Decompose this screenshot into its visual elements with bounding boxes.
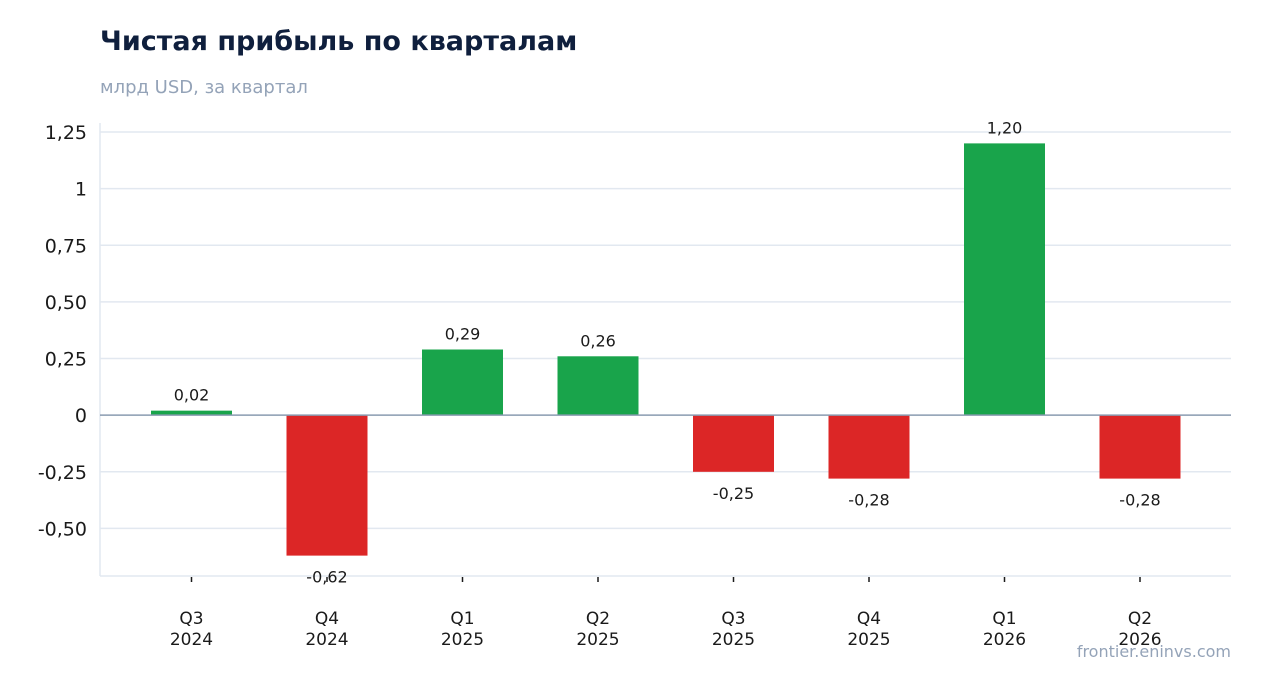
x-tick-label: Q1 — [450, 609, 474, 629]
x-tick-label: Q3 — [721, 609, 745, 629]
bar — [557, 356, 639, 416]
x-tick-label: Q4 — [857, 609, 881, 629]
y-tick-label: 0 — [75, 405, 87, 427]
chart-title: Чистая прибыль по кварталам — [100, 26, 578, 57]
x-tick-label: 2024 — [170, 630, 213, 650]
data-label: 0,02 — [174, 386, 210, 405]
x-tick-label: 2025 — [441, 630, 484, 650]
x-tick-label: 2026 — [983, 630, 1026, 650]
data-label: 0,26 — [580, 331, 616, 350]
y-tick-label: 1,25 — [45, 122, 87, 144]
bar — [422, 349, 503, 416]
x-tick-label: Q2 — [1128, 609, 1152, 629]
source-credit: frontier.eninvs.com — [1076, 642, 1231, 661]
x-tick-label: Q2 — [586, 609, 610, 629]
data-label: -0,28 — [848, 491, 889, 510]
x-tick-label: Q3 — [179, 609, 203, 629]
y-tick-label: 0,25 — [45, 349, 87, 371]
x-tick-label: 2024 — [305, 630, 348, 650]
y-tick-label: -0,25 — [38, 462, 87, 484]
y-tick-label: -0,50 — [38, 518, 87, 540]
chart-subtitle: млрд USD, за квартал — [100, 77, 308, 98]
data-label: 1,20 — [987, 118, 1023, 137]
x-tick-label: 2025 — [576, 630, 619, 650]
bar — [1099, 415, 1181, 479]
data-label: 0,29 — [445, 325, 481, 344]
y-tick-label: 0,50 — [45, 292, 87, 314]
bar — [828, 415, 910, 479]
data-label: -0,28 — [1119, 491, 1160, 510]
bar — [693, 415, 774, 472]
y-tick-label: 0,75 — [45, 235, 87, 257]
x-tick-label: 2025 — [847, 630, 890, 650]
x-tick-label: Q4 — [315, 609, 339, 629]
bar — [964, 143, 1045, 416]
x-tick-label: 2025 — [712, 630, 755, 650]
data-label: -0,25 — [713, 484, 754, 503]
y-tick-label: 1 — [75, 179, 87, 201]
x-tick-label: 2026 — [1118, 630, 1161, 650]
bar — [151, 410, 232, 416]
x-tick-label: Q1 — [992, 609, 1016, 629]
bar — [286, 415, 368, 556]
